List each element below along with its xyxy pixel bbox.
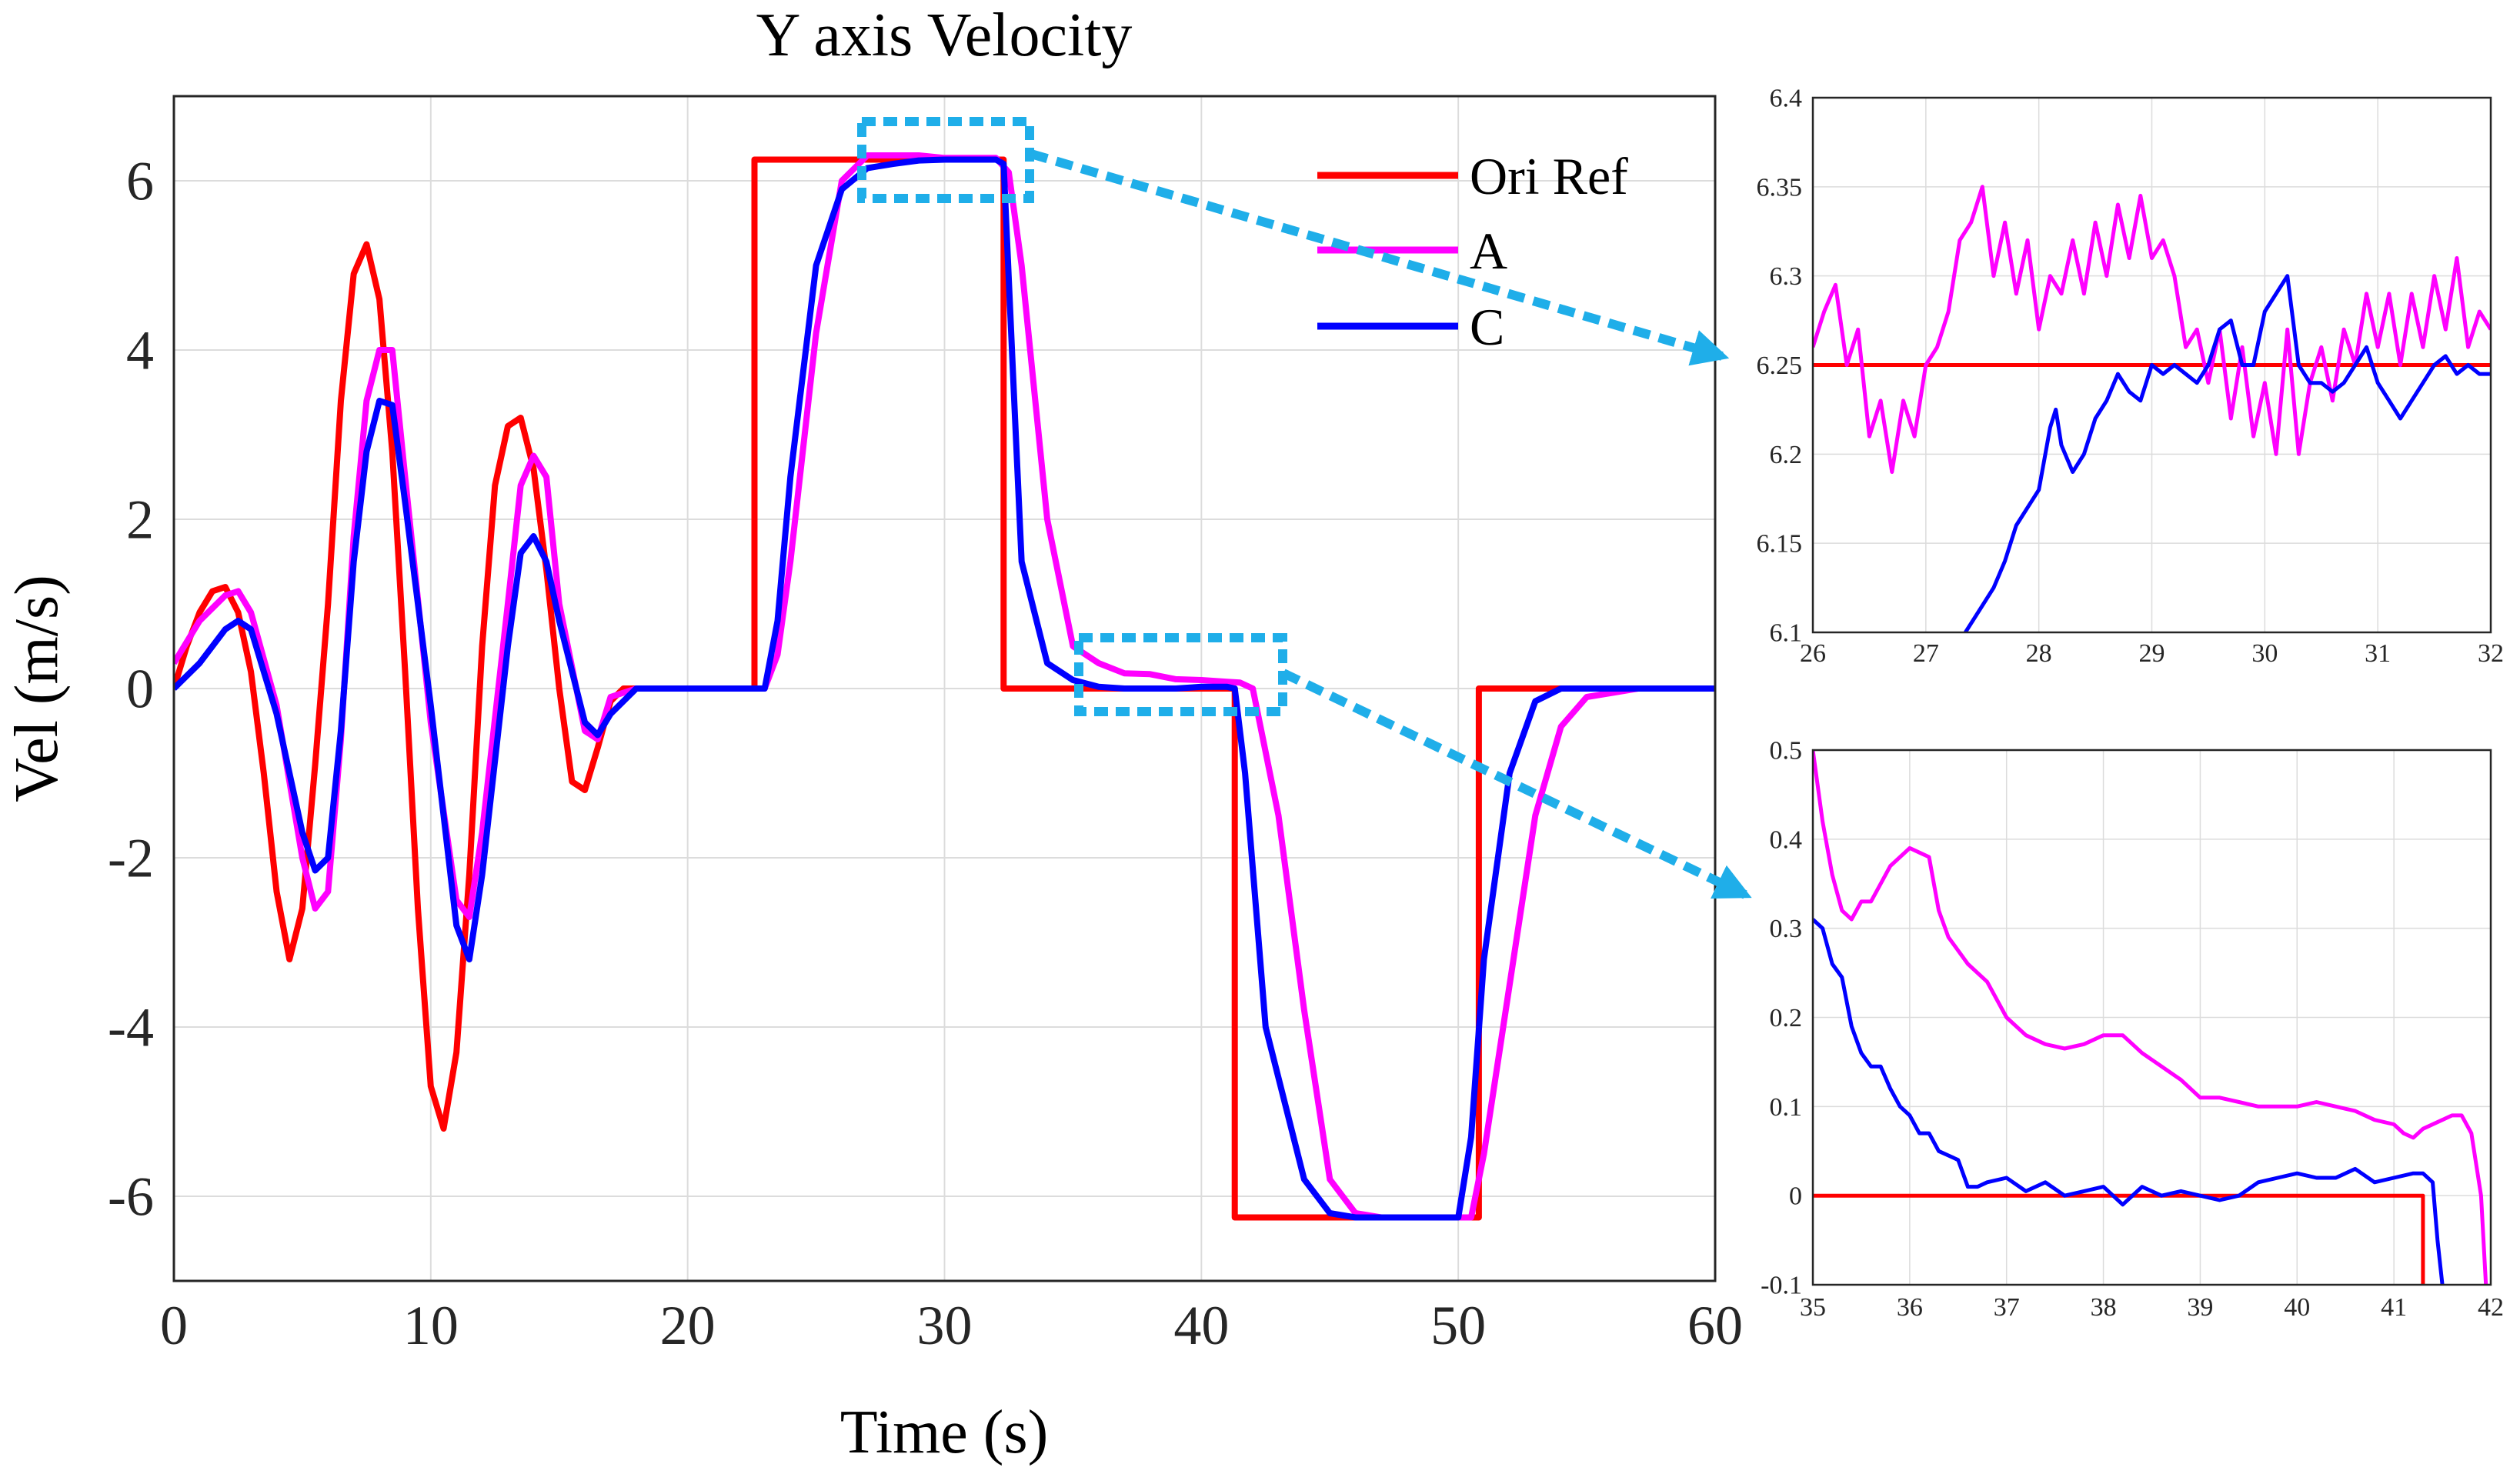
inset-bottom-frame: [1811, 749, 2492, 1286]
zoom-arrow-bottom: [1281, 669, 1752, 899]
y-tick-label: -4: [108, 996, 154, 1058]
y-tick-label: -2: [108, 827, 154, 889]
legend: Ori Ref A C: [1317, 147, 1628, 356]
x-tick-label: 27: [1913, 639, 1939, 668]
main-title: Y axis Velocity: [756, 2, 1133, 69]
x-tick-label: 37: [1994, 1293, 2020, 1322]
zoom-annotations: [857, 117, 1752, 899]
series-line-c: [174, 156, 1715, 1221]
inset-bottom-chart: 35 36 37 38 39 40 41 42 -0.1 0 0.1 0.2 0.3 0.4 0.5: [1761, 737, 2504, 1322]
x-tick-label: 26: [1800, 639, 1826, 668]
x-tick-label: 31: [2365, 639, 2391, 668]
x-tick-label: 28: [2026, 639, 2052, 668]
series-line-a: [1813, 750, 2488, 1285]
y-tick-label: 6.25: [1757, 352, 1803, 380]
x-tick-label: 30: [2251, 639, 2278, 668]
y-tick-label: 2: [126, 489, 154, 550]
y-tick-label: 6.3: [1770, 262, 1803, 291]
y-tick-label: 0.2: [1770, 1004, 1803, 1032]
zoom-box-bottom: [1074, 633, 1287, 716]
y-tick-label: 0.3: [1770, 915, 1803, 943]
x-tick-label: 10: [403, 1295, 459, 1356]
y-tick-label: 6.4: [1770, 85, 1803, 113]
legend-label-a: A: [1470, 222, 1507, 280]
x-tick-label: 32: [2478, 639, 2504, 668]
y-tick-label: 6.15: [1757, 530, 1803, 559]
inset-top-series: [1813, 185, 2491, 632]
x-tick-label: 29: [2139, 639, 2165, 668]
zoom-box-top: [857, 117, 1034, 203]
y-tick-label: -6: [108, 1166, 154, 1227]
x-tick-label: 41: [2381, 1293, 2407, 1322]
legend-label-ori-ref: Ori Ref: [1470, 147, 1628, 205]
x-tick-label: 40: [1173, 1295, 1229, 1356]
y-tick-label: 0.1: [1770, 1093, 1803, 1122]
inset-bottom-tick-labels: 35 36 37 38 39 40 41 42 -0.1 0 0.1 0.2 0.3 0.4 0.5: [1761, 737, 2504, 1322]
y-tick-label: 0.5: [1770, 737, 1803, 765]
y-tick-label: 6.35: [1757, 173, 1803, 202]
main-series: [174, 152, 1715, 1221]
x-tick-label: 42: [2478, 1293, 2504, 1322]
y-tick-label: 0: [126, 658, 154, 719]
inset-top-chart: 26 27 28 29 30 31 32 6.1 6.15 6.2 6.25 6.3 6.35 6.4: [1757, 85, 2505, 668]
x-tick-label: 50: [1430, 1295, 1486, 1356]
x-tick-label: 60: [1687, 1295, 1743, 1356]
x-tick-label: 20: [660, 1295, 716, 1356]
series-line-c: [1813, 918, 2445, 1285]
legend-label-c: C: [1470, 298, 1504, 356]
inset-top-tick-labels: 26 27 28 29 30 31 32 6.1 6.15 6.2 6.25 6.3 6.35 6.4: [1757, 85, 2505, 668]
x-tick-label: 39: [2187, 1293, 2213, 1322]
inset-bottom-series: [1813, 750, 2488, 1285]
x-tick-label: 35: [1800, 1293, 1826, 1322]
series-line-a: [1813, 185, 2491, 474]
main-y-axis-label: Vel (m/s): [3, 575, 71, 802]
x-tick-label: 40: [2284, 1293, 2310, 1322]
y-tick-label: -0.1: [1761, 1272, 1802, 1300]
y-tick-label: 6.1: [1770, 619, 1803, 648]
y-tick-label: 6: [126, 150, 154, 212]
y-tick-label: 6.2: [1770, 441, 1803, 469]
x-tick-label: 0: [160, 1295, 188, 1356]
y-tick-label: 4: [126, 319, 154, 381]
main-plot-frame: [172, 95, 1717, 1282]
series-line-ori-ref: [174, 156, 1715, 1221]
main-x-axis-label: Time (s): [840, 1399, 1048, 1466]
series-line-ref: [1813, 1193, 2425, 1285]
y-tick-label: 0.4: [1770, 825, 1803, 854]
x-tick-label: 38: [2091, 1293, 2117, 1322]
main-tick-labels: 0 10 20 30 40 50 60 -6 -4 -2 0 2 4 6: [108, 150, 1743, 1356]
series-line-c: [1964, 274, 2491, 632]
x-tick-label: 30: [917, 1295, 973, 1356]
y-tick-label: 0: [1789, 1182, 1802, 1211]
zoom-arrow-top: [1030, 149, 1730, 366]
x-tick-label: 36: [1897, 1293, 1923, 1322]
inset-top-frame: [1811, 96, 2492, 634]
